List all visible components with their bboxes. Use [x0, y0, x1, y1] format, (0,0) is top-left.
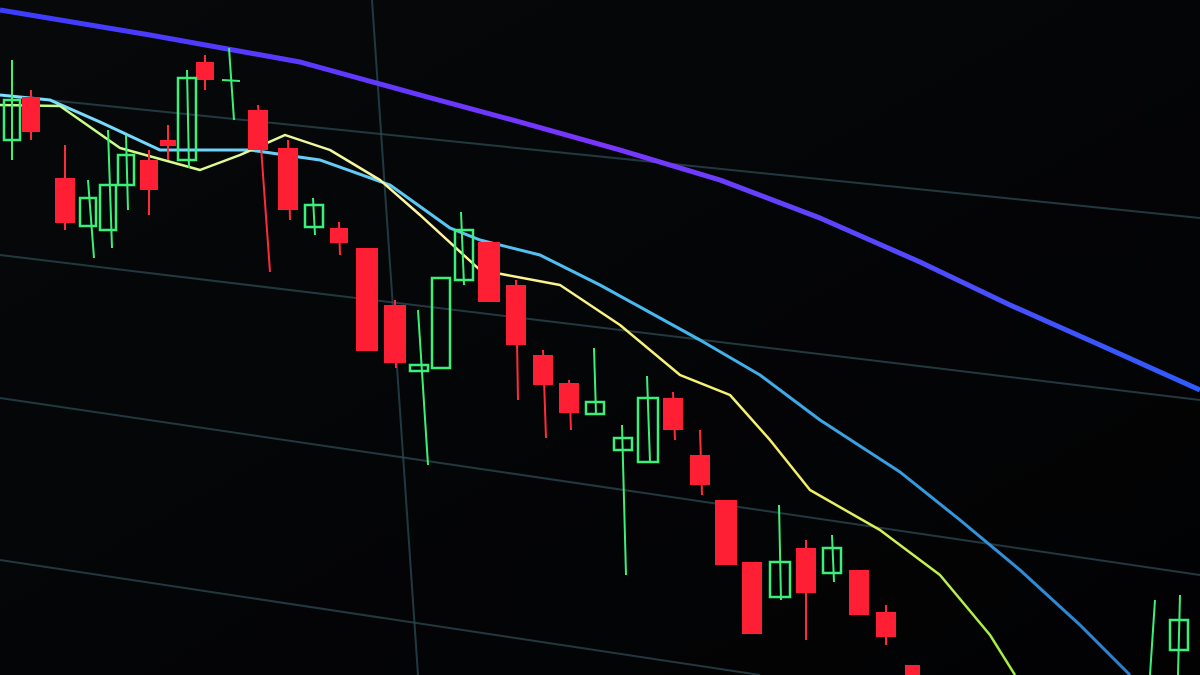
- moving-averages: [0, 7, 1200, 675]
- candles: [2, 47, 1190, 675]
